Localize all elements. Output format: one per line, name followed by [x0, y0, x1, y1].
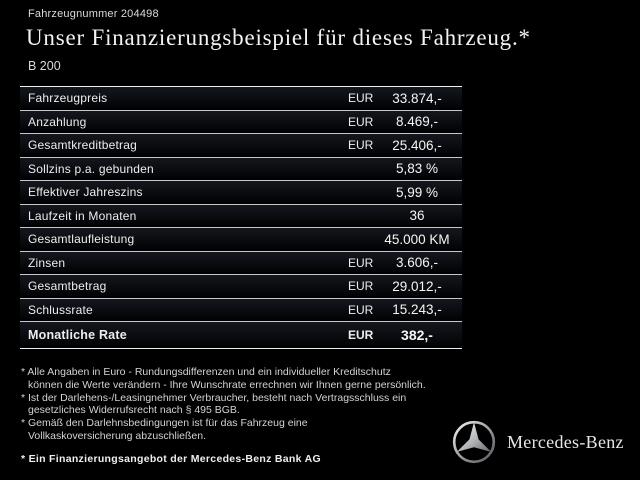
- table-row: Zinsen EUR 3.606,-: [20, 251, 462, 275]
- row-amount: 36: [348, 208, 458, 223]
- table-row: Fahrzeugpreis EUR 33.874,-: [20, 87, 462, 111]
- table-row: Gesamtbetrag EUR 29.012,-: [20, 275, 462, 299]
- currency-label: EUR: [348, 327, 374, 342]
- table-row: Laufzeit in Monaten 36: [20, 204, 462, 228]
- mercedes-star-icon: [452, 420, 496, 464]
- row-amount: 45.000 KM: [348, 232, 458, 247]
- row-value: 29.012,-: [392, 278, 442, 294]
- row-value: 25.406,-: [392, 137, 442, 153]
- currency-label: EUR: [348, 114, 374, 129]
- currency-label: EUR: [348, 279, 374, 294]
- financing-table: Fahrzeugpreis EUR 33.874,- Anzahlung EUR…: [20, 86, 462, 349]
- row-amount: 5,83 %: [348, 161, 458, 176]
- row-value: 45.000 KM: [384, 231, 450, 247]
- table-row: Monatliche Rate EUR 382,-: [20, 322, 462, 349]
- model-name: B 200: [28, 59, 61, 73]
- page-title: Unser Finanzierungsbeispiel für dieses F…: [26, 25, 531, 50]
- row-amount: EUR 33.874,-: [348, 91, 458, 106]
- table-row: Effektiver Jahreszins 5,99 %: [20, 181, 462, 205]
- row-value: 5,83 %: [395, 161, 439, 177]
- row-amount: EUR 8.469,-: [348, 114, 458, 129]
- row-label: Anzahlung: [28, 114, 87, 129]
- row-amount: EUR 15.243,-: [348, 302, 458, 317]
- currency-label: EUR: [348, 255, 374, 270]
- row-label: Sollzins p.a. gebunden: [28, 161, 154, 176]
- row-value: 5,99 %: [395, 184, 439, 200]
- footnote-line: * Ist der Darlehens-/Leasingnehmer Verbr…: [21, 391, 407, 404]
- row-label: Zinsen: [28, 255, 66, 270]
- row-label: Gesamtkreditbetrag: [28, 138, 137, 153]
- currency-label: EUR: [348, 138, 374, 153]
- footnote-line: Vollkaskoversicherung abzuschließen.: [28, 429, 207, 442]
- table-row: Anzahlung EUR 8.469,-: [20, 110, 462, 134]
- footnote-line: gesetzliches Widerrufsrecht nach § 495 B…: [28, 404, 240, 417]
- table-row: Schlussrate EUR 15.243,-: [20, 298, 462, 322]
- row-value: 15.243,-: [392, 302, 442, 318]
- row-value: 8.469,-: [395, 114, 439, 130]
- row-amount: EUR 29.012,-: [348, 279, 458, 294]
- financing-bank-note: * Ein Finanzierungsangebot der Mercedes-…: [21, 453, 321, 465]
- row-amount: EUR 25.406,-: [348, 138, 458, 153]
- row-label: Schlussrate: [28, 302, 93, 317]
- brand-wordmark: Mercedes-Benz: [507, 431, 624, 452]
- footnotes: * Alle Angaben in Euro - Rundungsdiffere…: [21, 366, 471, 443]
- table-row: Gesamtkreditbetrag EUR 25.406,-: [20, 134, 462, 158]
- currency-label: EUR: [348, 302, 374, 317]
- row-value: 36: [409, 208, 425, 224]
- brand-logo: Mercedes-Benz: [452, 420, 624, 464]
- row-value: 382,-: [401, 326, 433, 343]
- table-row: Sollzins p.a. gebunden 5,83 %: [20, 157, 462, 181]
- row-amount: 5,99 %: [348, 185, 458, 200]
- row-amount: EUR 382,-: [348, 327, 458, 343]
- row-value: 33.874,-: [392, 90, 442, 106]
- vehicle-number: Fahrzeugnummer 204498: [28, 8, 159, 20]
- row-label: Laufzeit in Monaten: [28, 208, 137, 223]
- row-label: Effektiver Jahreszins: [28, 185, 143, 200]
- row-label: Monatliche Rate: [28, 327, 127, 342]
- table-row: Gesamtlaufleistung 45.000 KM: [20, 228, 462, 252]
- row-label: Fahrzeugpreis: [28, 91, 108, 106]
- row-label: Gesamtbetrag: [28, 279, 107, 294]
- footnote-line: * Alle Angaben in Euro - Rundungsdiffere…: [21, 366, 391, 378]
- row-amount: EUR 3.606,-: [348, 255, 458, 270]
- currency-label: EUR: [348, 91, 374, 106]
- row-label: Gesamtlaufleistung: [28, 232, 135, 247]
- footnote-line: * Gemäß den Darlehnsbedingungen ist für …: [21, 417, 308, 430]
- footnote-line: können die Werte verändern - Ihre Wunsch…: [28, 378, 426, 391]
- row-value: 3.606,-: [395, 255, 439, 271]
